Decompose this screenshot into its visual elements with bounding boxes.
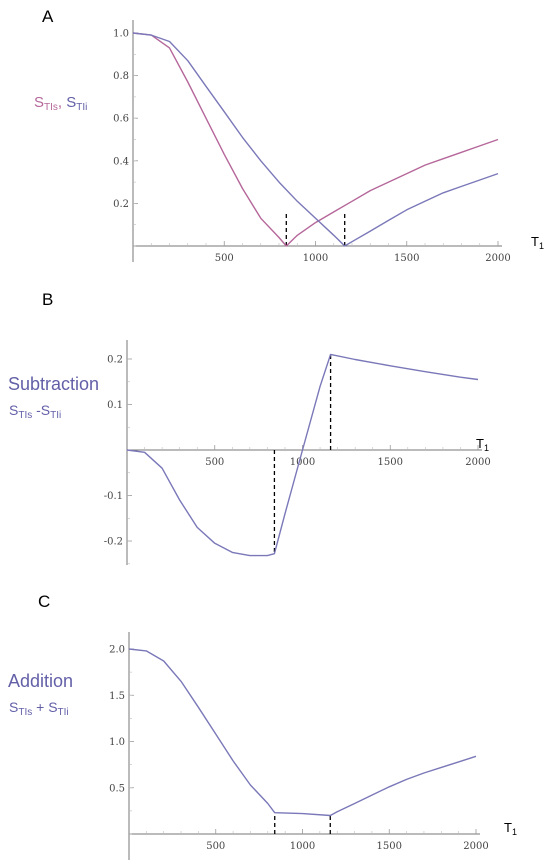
panel-a-y-tick-label: 1.0 <box>113 29 129 40</box>
panel-b-x-tick-label: 1500 <box>378 457 403 468</box>
panel-b-y-tick-label: 0.2 <box>107 355 123 366</box>
panel-c-letter: C <box>38 592 50 611</box>
panel-a-tis: TIs <box>44 102 58 113</box>
panel-a-side-label: STIs, STIi <box>34 94 87 113</box>
panel-a-x-tick-label: 1000 <box>303 253 328 264</box>
panel-a-axes: 500 1000 1500 2000 0.2 0.4 0.6 0.8 1.0 <box>113 20 511 264</box>
panel-b-sub1: TIs <box>18 410 32 421</box>
panel-c-y-tick-label: 1.0 <box>109 737 125 748</box>
panel-b-x-tick-label: 500 <box>205 457 224 468</box>
panel-b-xlabel: T1 <box>476 436 489 453</box>
panel-a-xlabel: T1 <box>531 234 544 251</box>
panel-b-sub2: TIi <box>50 410 61 421</box>
panel-c: C Addition STIs + STIi 500 1000 1500 2000 0.… <box>8 592 517 860</box>
panel-a-series-tis-line <box>132 32 499 247</box>
panel-c-xlabel-sub: 1 <box>512 827 517 837</box>
panel-c-axes: 500 1000 1500 2000 0.5 1.0 1.5 2.0 <box>109 632 489 860</box>
panel-a-x-tick-label: 1500 <box>394 253 419 264</box>
panel-c-x-tick-label: 1500 <box>377 841 402 852</box>
panel-c-xlabel: T1 <box>504 820 517 837</box>
panel-c-x-tick-label: 2000 <box>463 841 488 852</box>
panel-b-side-title: Subtraction <box>8 374 99 394</box>
panel-b-series-tii-line <box>126 353 479 557</box>
panel-c-xlabel-main: T <box>504 820 512 835</box>
panel-a-s2: S <box>66 94 76 111</box>
panel-b-x-tick-label: 1000 <box>290 457 315 468</box>
panel-c-side-title: Addition <box>8 671 73 691</box>
panel-a-x-tick-label: 500 <box>215 253 234 264</box>
panel-b-xlabel-sub: 1 <box>484 443 489 453</box>
panel-b-y-tick-label: -0.2 <box>104 537 123 548</box>
panel-b-x-tick-label: 2000 <box>465 457 490 468</box>
panel-b-y-tick-label: 0.1 <box>107 400 123 411</box>
panel-c-y-tick-label: 2.0 <box>109 645 125 656</box>
panel-a-xlabel-main: T <box>531 234 539 249</box>
panel-b-dashed-lines <box>273 354 332 554</box>
panel-c-x-tick-label: 1000 <box>290 841 315 852</box>
panel-b-letter: B <box>42 290 53 309</box>
panel-c-s1: S <box>9 699 18 715</box>
panel-c-dashed-lines <box>274 812 331 834</box>
panel-a: A STIs, STIi 500 1000 1500 20000.20.40.60.8… <box>34 7 544 264</box>
panel-a-y-tick-label: 0.2 <box>113 199 129 210</box>
panel-c-series <box>128 648 477 817</box>
panel-a-y-tick-label: 0.6 <box>113 114 129 125</box>
panel-a-series-tii-line <box>132 32 499 247</box>
panel-b-axes: 500 1000 1500 2000 -0.2 -0.1 0.1 0.2 <box>104 340 491 565</box>
panel-a-letter: A <box>42 7 54 26</box>
panel-a-s1: S <box>34 94 44 111</box>
panel-a-x-tick-label: 2000 <box>485 253 510 264</box>
panel-b-side-formula: STIs -STIi <box>9 402 61 421</box>
panel-c-op: + S <box>32 699 57 715</box>
panel-c-y-tick-label: 0.5 <box>109 783 125 794</box>
panel-a-series <box>132 32 499 247</box>
panel-b-y-tick-label: -0.1 <box>104 491 123 502</box>
panel-c-y-tick-label: 1.5 <box>109 691 125 702</box>
panel-b: B Subtraction STIs -STIi 500 1000 1500 2000… <box>8 290 491 565</box>
panel-c-side-formula: STIs + STIi <box>9 699 69 718</box>
panel-a-dashed-lines <box>285 212 346 246</box>
panel-c-x-tick-label: 500 <box>206 841 225 852</box>
panel-a-xlabel-sub: 1 <box>539 241 544 251</box>
panel-a-sep: , <box>58 94 66 111</box>
panel-a-y-tick-label: 0.8 <box>113 71 129 82</box>
panel-b-op: -S <box>32 402 50 418</box>
panel-a-y-tick-label: 0.4 <box>113 156 129 167</box>
panel-b-xlabel-main: T <box>476 436 484 451</box>
panel-c-sub2: TIi <box>58 707 69 718</box>
panel-c-sub1: TIs <box>18 707 32 718</box>
panel-b-s1: S <box>9 402 18 418</box>
panel-a-tii: TIi <box>76 102 87 113</box>
panel-c-series-tii-line <box>128 648 477 817</box>
panel-b-series <box>126 353 479 557</box>
